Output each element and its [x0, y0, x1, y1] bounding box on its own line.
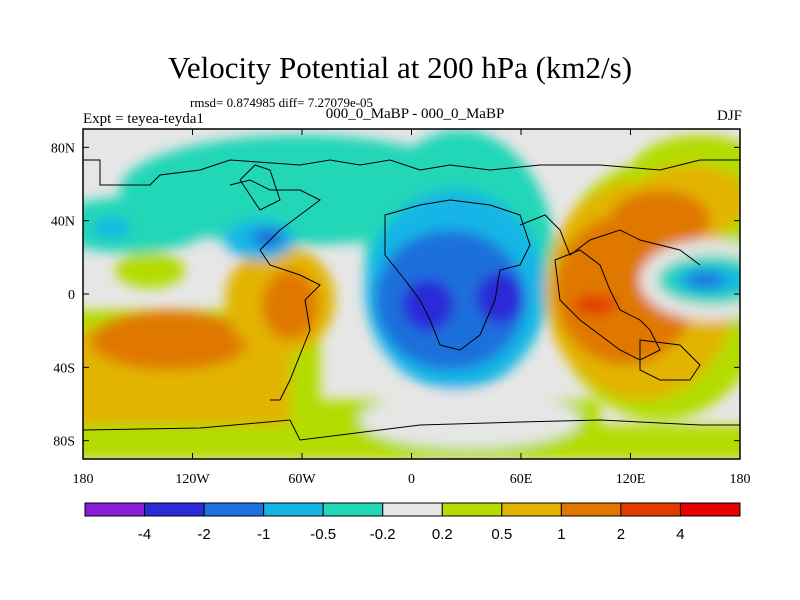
colorbar-label: 0.2 [432, 526, 453, 543]
colorbar-swatch [263, 502, 324, 517]
stats-label: rmsd= 0.874985 diff= 7.27079e-05 [190, 95, 374, 110]
x-tick-label: 0 [408, 472, 415, 487]
colorbar: -4 -2 -1 -0.5 -0.2 0.2 0.5 1 2 4 [84, 502, 741, 543]
y-axis: 80N 40N 0 40S 80S [51, 141, 740, 450]
coastlines [83, 159, 740, 441]
season-label: DJF [716, 108, 742, 124]
chart-title: Velocity Potential at 200 hPa (km2/s) [167, 50, 633, 85]
colorbar-label: -0.2 [370, 526, 396, 543]
colorbar-label: 0.5 [491, 526, 512, 543]
colorbar-label: -0.5 [310, 526, 336, 543]
colorbar-label: 4 [676, 526, 684, 543]
colorbar-label: -4 [138, 526, 151, 543]
x-tick-label: 120E [616, 472, 646, 487]
y-tick-label: 80S [53, 435, 75, 450]
colorbar-swatch [679, 502, 741, 517]
colorbar-swatch [441, 502, 503, 517]
colorbar-label: 1 [557, 526, 565, 543]
colorbar-label: 2 [617, 526, 625, 543]
y-tick-label: 80N [51, 141, 75, 156]
colorbar-label: -2 [197, 526, 210, 543]
x-tick-label: 120W [175, 472, 210, 487]
y-tick-label: 40S [53, 361, 75, 376]
x-tick-label: 180 [730, 472, 751, 487]
colorbar-swatch [382, 502, 443, 517]
x-tick-label: 60W [288, 472, 316, 487]
colorbar-swatch [203, 502, 265, 517]
x-tick-label: 180 [73, 472, 94, 487]
y-tick-label: 0 [68, 288, 75, 303]
colorbar-swatch [560, 502, 622, 517]
colorbar-swatch [144, 502, 205, 517]
comparison-label: 000_0_MaBP - 000_0_MaBP [325, 106, 505, 122]
experiment-label: Expt = teyea-teyda1 [83, 111, 204, 127]
colorbar-swatch [620, 502, 681, 517]
y-tick-label: 40N [51, 215, 75, 230]
colorbar-swatch [84, 502, 146, 517]
x-tick-label: 60E [510, 472, 533, 487]
colorbar-swatch [322, 502, 384, 517]
colorbar-swatch [501, 502, 562, 517]
x-axis: 180 120W 60W 0 60E 120E 180 [73, 129, 751, 487]
contour-field [83, 129, 740, 459]
colorbar-label: -1 [257, 526, 270, 543]
